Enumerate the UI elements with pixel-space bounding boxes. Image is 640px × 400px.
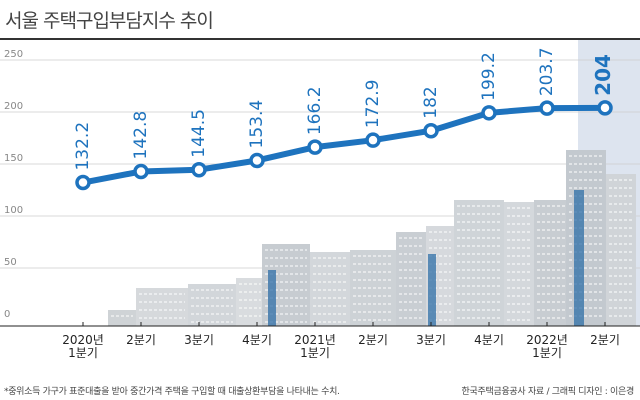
x-tick-label: 2분기 — [126, 333, 156, 347]
data-point — [307, 139, 323, 155]
x-tick-label: 2021년 — [294, 333, 336, 347]
data-label: 172.9 — [363, 80, 383, 129]
data-label: 132.2 — [73, 122, 93, 171]
x-tick-label: 2분기 — [590, 333, 620, 347]
y-tick-label: 100 — [4, 205, 23, 216]
x-tick-label: 2분기 — [358, 333, 388, 347]
data-label: 204 — [591, 54, 615, 96]
x-tick-label: 4분기 — [242, 333, 272, 347]
building — [606, 174, 636, 326]
y-tick-label: 50 — [4, 257, 17, 268]
building-stairwell — [428, 254, 436, 326]
x-tick-label: 2020년 — [62, 333, 104, 347]
data-point — [597, 100, 613, 116]
y-tick-label: 0 — [4, 309, 10, 320]
building-stairwell — [268, 270, 276, 326]
data-labels: 132.2 142.8 144.5 153.4 166.2 172.9 182 199.2 20… — [73, 47, 615, 170]
building — [188, 284, 236, 326]
x-tick-label: 1분기 — [68, 346, 98, 360]
data-point — [481, 105, 497, 121]
data-label: 166.2 — [305, 86, 325, 135]
data-label: 153.4 — [247, 100, 267, 149]
x-tick-label: 1분기 — [300, 346, 330, 360]
building — [236, 278, 264, 326]
y-tick-label: 150 — [4, 153, 23, 164]
building-stairwell — [574, 190, 584, 326]
data-point — [249, 152, 265, 169]
data-point — [75, 174, 91, 191]
title-rule — [0, 38, 640, 40]
x-tick-label: 1분기 — [532, 346, 562, 360]
data-point — [133, 163, 149, 180]
x-tick-label: 4분기 — [474, 333, 504, 347]
building — [310, 252, 350, 326]
y-tick-label: 200 — [4, 101, 23, 112]
x-tick-label: 3분기 — [184, 333, 214, 347]
building — [108, 310, 136, 326]
data-label: 142.8 — [131, 111, 151, 160]
y-tick-label: 250 — [4, 49, 23, 60]
data-label: 203.7 — [537, 47, 557, 96]
chart-title: 서울 주택구입부담지수 추이 — [5, 10, 214, 32]
series-line-group — [75, 100, 613, 191]
data-label: 182 — [421, 86, 441, 118]
data-label: 199.2 — [479, 52, 499, 101]
source-credit: 한국주택금융공사 자료 / 그래픽 디자인 : 이은경 — [461, 387, 635, 397]
data-label: 144.5 — [189, 109, 209, 158]
y-axis-ticks: 0 50 100 150 200 250 — [4, 49, 23, 320]
footnote: *중위소득 가구가 표준대출을 받아 중간가격 주택을 구입할 때 대출상환부담… — [4, 387, 340, 397]
data-point — [423, 122, 439, 139]
building — [454, 200, 504, 326]
data-point — [539, 100, 555, 116]
building — [566, 150, 606, 326]
buildings-illustration — [108, 150, 636, 326]
x-tick-label: 2022년 — [526, 333, 568, 347]
x-tick-label: 3분기 — [416, 333, 446, 347]
data-point — [191, 161, 207, 178]
data-point — [365, 132, 381, 148]
series-line — [82, 104, 606, 186]
